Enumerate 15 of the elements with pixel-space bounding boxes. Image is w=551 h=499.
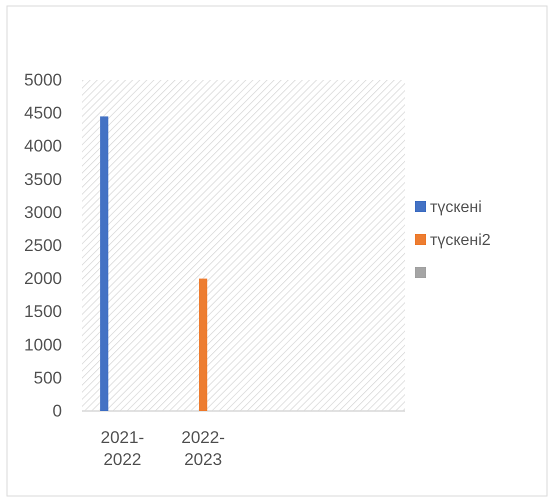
x-tick-label: 2021-2022	[100, 428, 144, 470]
y-tick-label: 3000	[24, 202, 62, 222]
y-tick-label: 1000	[24, 335, 62, 354]
y-tick-label: 4000	[24, 136, 62, 156]
y-tick-label: 3500	[24, 170, 62, 189]
y-tick-label: 1500	[24, 302, 62, 322]
legend-label: түскені	[430, 199, 482, 216]
y-tick-label: 500	[34, 368, 62, 388]
y-tick-label: 2500	[24, 236, 62, 255]
y-tick-label: 0	[52, 401, 62, 420]
legend-label: түскені2	[430, 232, 491, 249]
y-tick-label: 2000	[24, 269, 62, 288]
y-tick-label: 4500	[24, 104, 62, 123]
y-tick-label: 5000	[24, 70, 62, 90]
x-tick-label: 2022-2023	[181, 428, 225, 470]
